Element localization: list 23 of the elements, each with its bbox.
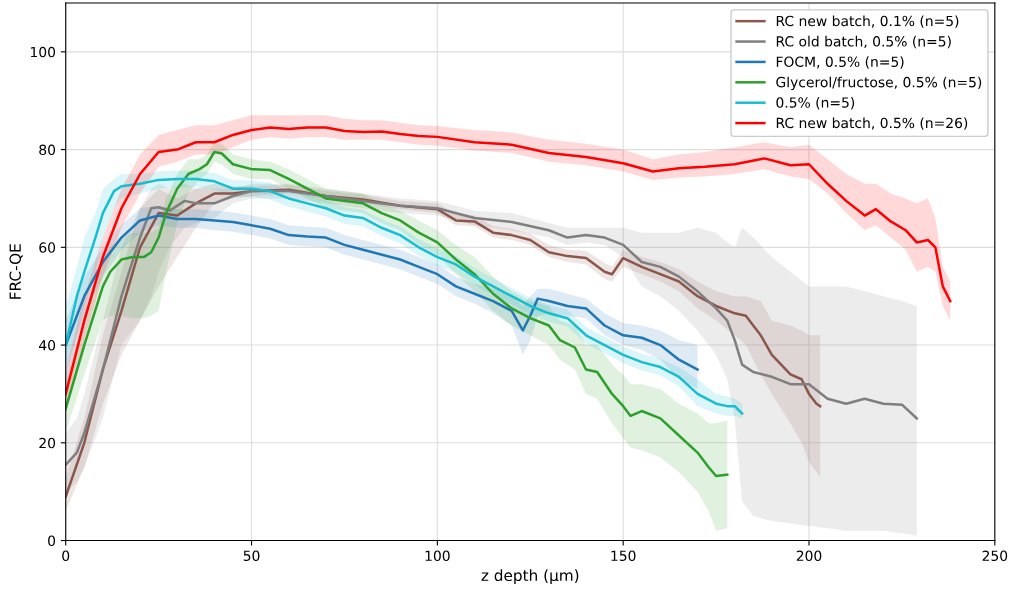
y-tick-label: 40	[39, 340, 56, 351]
legend-label: Glycerol/fructose, 0.5% (n=5)	[776, 76, 982, 91]
legend-label: RC new batch, 0.1% (n=5)	[776, 15, 959, 28]
line-series	[65, 189, 919, 467]
x-tick-label: 100	[425, 550, 450, 562]
y-tick-label: 60	[39, 242, 56, 253]
line-series	[65, 150, 729, 478]
y-tick-label: 100	[31, 46, 56, 58]
x-tick-label: 250	[982, 550, 1008, 562]
y-axis-title: FRC-QE	[9, 244, 23, 299]
x-axis-title: z depth (µm)	[481, 569, 579, 585]
y-tick-label: 0	[48, 535, 56, 547]
y-tick-label: 80	[39, 144, 56, 156]
legend-label: FOCM, 0.5% (n=5)	[776, 56, 904, 69]
legend-label: RC old batch, 0.5% (n=5)	[776, 35, 951, 49]
x-tick-label: 200	[796, 550, 822, 562]
legend-label: RC new batch, 0.5% (n=26)	[776, 117, 968, 130]
x-tick-label: 150	[611, 550, 636, 562]
y-tick-label: 20	[39, 437, 56, 449]
line-series	[65, 214, 699, 371]
legend-label: 0.5% (n=5)	[776, 97, 855, 110]
x-tick-label: 50	[243, 550, 260, 562]
x-tick-label: 0	[62, 550, 70, 562]
